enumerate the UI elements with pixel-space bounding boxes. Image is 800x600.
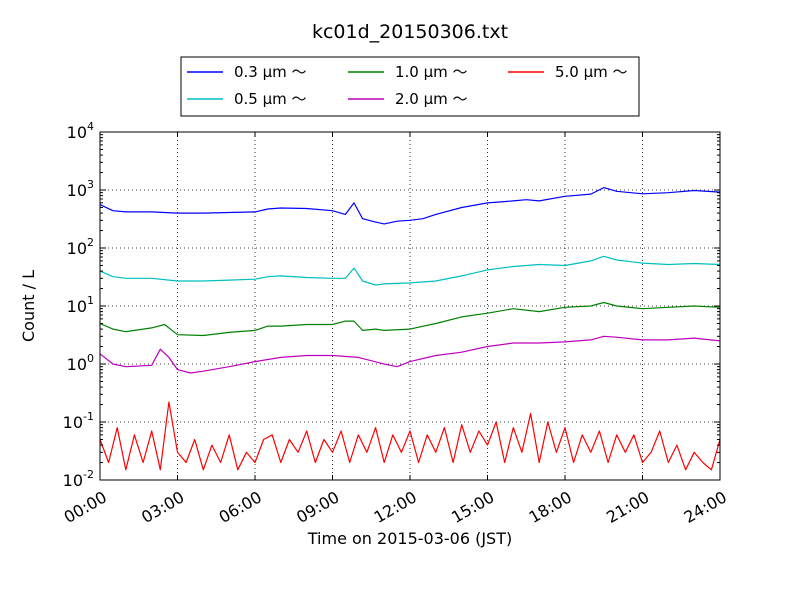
y-tick-label: 10-2 bbox=[63, 468, 94, 490]
series-line-3 bbox=[99, 335, 721, 374]
y-tick-label: 10-1 bbox=[63, 410, 94, 432]
y-tick-label: 101 bbox=[67, 294, 94, 316]
x-tick-label: 03:00 bbox=[138, 487, 187, 527]
series-line-1 bbox=[99, 255, 721, 286]
y-tick-labels: 10-2 10-1 100 101 102 103 104 bbox=[63, 120, 94, 490]
legend-label: 2.0 μm ～ bbox=[395, 90, 468, 108]
y-tick-label: 104 bbox=[67, 120, 94, 142]
x-tick-label: 12:00 bbox=[371, 487, 420, 527]
y-tick-label: 100 bbox=[67, 352, 94, 374]
x-tick-label: 09:00 bbox=[293, 487, 342, 527]
series-line-4 bbox=[99, 401, 721, 471]
series-line-2 bbox=[99, 301, 721, 337]
legend: 0.3 μm ～ 0.5 μm ～ 1.0 μm ～ 2.0 μm ～ 5.0 μm ～ bbox=[180, 56, 640, 117]
series-line-0 bbox=[99, 187, 721, 225]
chart-title: kc01d_20150306.txt bbox=[312, 21, 508, 43]
ticks bbox=[99, 131, 721, 481]
grid bbox=[100, 132, 720, 480]
x-tick-label: 06:00 bbox=[216, 487, 265, 527]
x-axis-label: Time on 2015-03-06 (JST) bbox=[307, 529, 512, 548]
legend-label: 5.0 μm ～ bbox=[555, 63, 628, 81]
series-layer bbox=[99, 187, 721, 471]
y-tick-label: 103 bbox=[67, 178, 94, 200]
legend-label: 1.0 μm ～ bbox=[395, 63, 468, 81]
legend-box bbox=[180, 56, 640, 117]
x-tick-label: 21:00 bbox=[603, 487, 652, 527]
y-tick-label: 102 bbox=[67, 236, 94, 258]
x-tick-label: 24:00 bbox=[681, 487, 730, 527]
legend-label: 0.3 μm ～ bbox=[234, 63, 307, 81]
x-tick-label: 00:00 bbox=[61, 487, 110, 527]
legend-label: 0.5 μm ～ bbox=[234, 90, 307, 108]
x-tick-label: 15:00 bbox=[448, 487, 497, 527]
x-tick-labels: 00:00 03:00 06:00 09:00 12:00 15:00 18:00 21:00… bbox=[61, 487, 730, 527]
y-axis-label: Count / L bbox=[19, 270, 38, 342]
x-tick-label: 18:00 bbox=[526, 487, 575, 527]
